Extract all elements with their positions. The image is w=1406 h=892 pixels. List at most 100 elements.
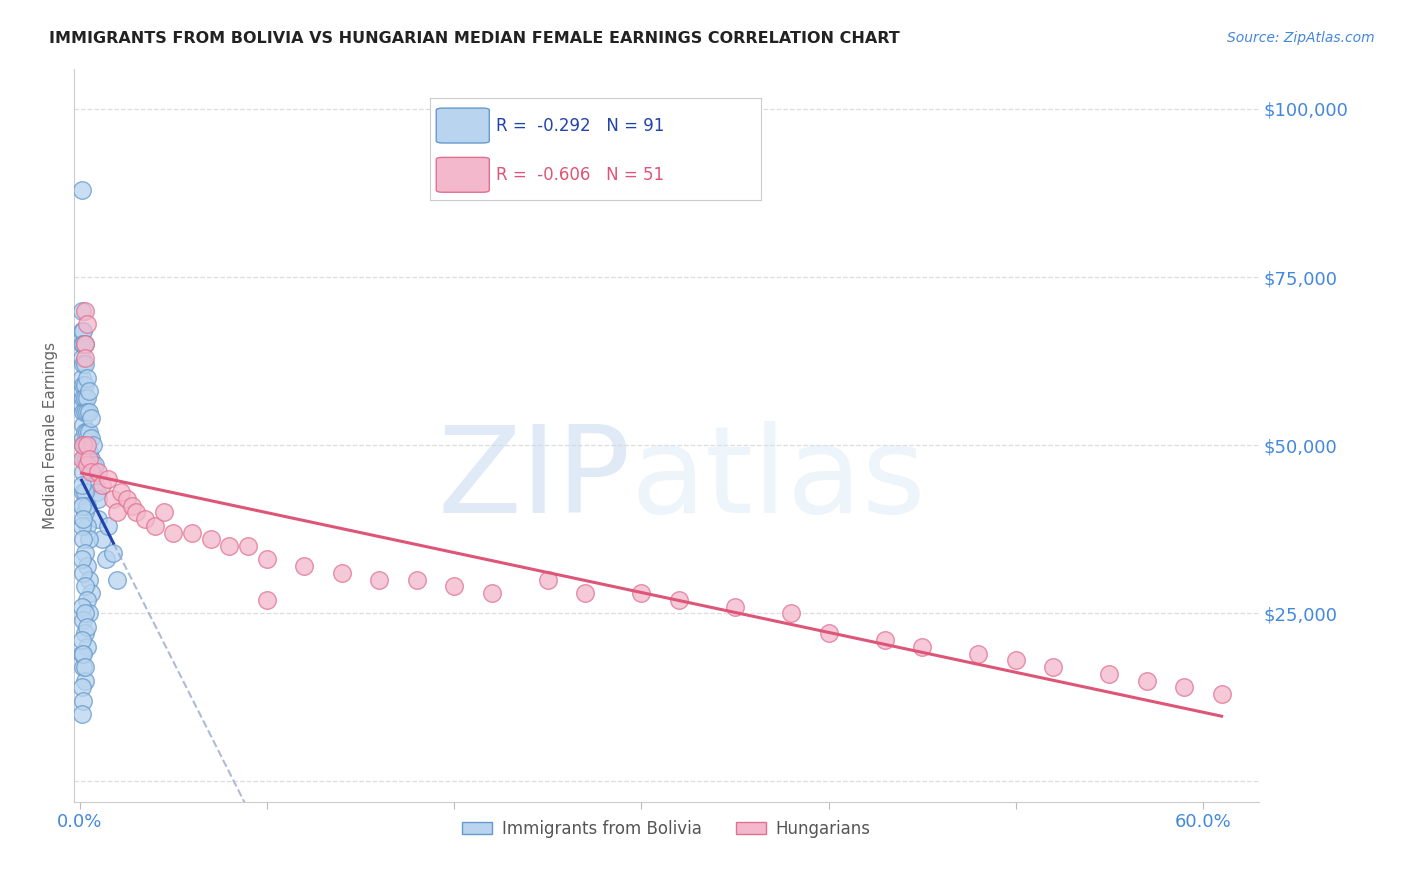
Point [292, 559, 315, 574]
Point [76, 458, 98, 473]
Point [75, 337, 97, 351]
Point [238, 539, 260, 553]
Point [76, 438, 98, 452]
Point [70, 324, 93, 338]
Point [1211, 687, 1233, 701]
Point [121, 499, 143, 513]
Point [75, 391, 97, 405]
Point [75, 438, 97, 452]
Point [76, 317, 98, 331]
Point [77, 384, 100, 399]
Point [70, 707, 93, 722]
Point [481, 586, 503, 600]
Point [83, 458, 105, 473]
Point [72, 465, 94, 479]
Point [97, 519, 120, 533]
Point [87, 491, 110, 506]
Point [72, 417, 94, 432]
Point [75, 351, 97, 365]
Point [70, 384, 93, 399]
Point [125, 505, 148, 519]
Point [72, 451, 94, 466]
Point [80, 451, 103, 466]
Point [80, 411, 103, 425]
Point [1173, 680, 1195, 694]
Point [70, 680, 93, 694]
Point [75, 626, 97, 640]
Point [443, 579, 465, 593]
Point [72, 499, 94, 513]
Point [76, 499, 98, 513]
Point [76, 559, 98, 574]
Point [70, 351, 93, 365]
Point [72, 660, 94, 674]
Text: atlas: atlas [631, 420, 927, 538]
Point [72, 485, 94, 500]
Point [70, 599, 93, 614]
Point [72, 512, 94, 526]
Point [724, 599, 747, 614]
Point [77, 425, 100, 439]
Point [70, 337, 93, 351]
Point [72, 404, 94, 418]
Point [162, 525, 184, 540]
Point [70, 647, 93, 661]
Point [75, 579, 97, 593]
Legend: Immigrants from Bolivia, Hungarians: Immigrants from Bolivia, Hungarians [456, 814, 877, 845]
Point [77, 445, 100, 459]
Point [72, 391, 94, 405]
Text: Source: ZipAtlas.com: Source: ZipAtlas.com [1227, 31, 1375, 45]
Point [76, 640, 98, 654]
Point [75, 451, 97, 466]
Point [75, 404, 97, 418]
Point [256, 552, 278, 566]
Point [77, 607, 100, 621]
Point [86, 485, 108, 500]
Point [77, 573, 100, 587]
Point [70, 371, 93, 385]
Point [72, 566, 94, 580]
Point [75, 425, 97, 439]
Point [630, 586, 652, 600]
Point [72, 533, 94, 547]
Point [70, 451, 93, 466]
Point [87, 465, 110, 479]
Point [1004, 653, 1026, 667]
Point [80, 431, 103, 445]
Point [70, 183, 93, 197]
Point [75, 607, 97, 621]
Point [873, 633, 896, 648]
Point [76, 438, 98, 452]
Point [110, 485, 132, 500]
Point [82, 438, 104, 452]
Point [76, 425, 98, 439]
Point [817, 626, 839, 640]
Point [537, 573, 560, 587]
Point [72, 438, 94, 452]
Point [77, 404, 100, 418]
Point [70, 519, 93, 533]
Point [72, 694, 94, 708]
Point [76, 404, 98, 418]
Point [368, 573, 391, 587]
Point [75, 546, 97, 560]
Point [76, 451, 98, 466]
Y-axis label: Median Female Earnings: Median Female Earnings [44, 342, 58, 529]
Point [77, 451, 100, 466]
Point [1098, 666, 1121, 681]
Point [80, 465, 103, 479]
Point [76, 519, 98, 533]
Point [80, 586, 103, 600]
Point [75, 485, 97, 500]
Point [70, 478, 93, 492]
Point [70, 499, 93, 513]
Point [143, 519, 166, 533]
Point [103, 491, 125, 506]
Point [76, 592, 98, 607]
Point [72, 438, 94, 452]
Point [668, 592, 690, 607]
Point [75, 337, 97, 351]
Point [87, 512, 110, 526]
Point [91, 478, 114, 492]
Point [330, 566, 353, 580]
